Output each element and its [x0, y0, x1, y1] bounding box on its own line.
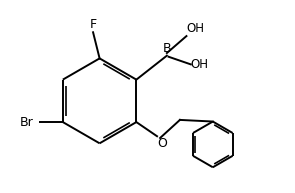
Text: OH: OH — [191, 58, 209, 71]
Text: O: O — [158, 137, 167, 150]
Text: B: B — [163, 41, 171, 55]
Text: Br: Br — [20, 116, 33, 129]
Text: F: F — [89, 18, 97, 30]
Text: OH: OH — [186, 22, 204, 35]
